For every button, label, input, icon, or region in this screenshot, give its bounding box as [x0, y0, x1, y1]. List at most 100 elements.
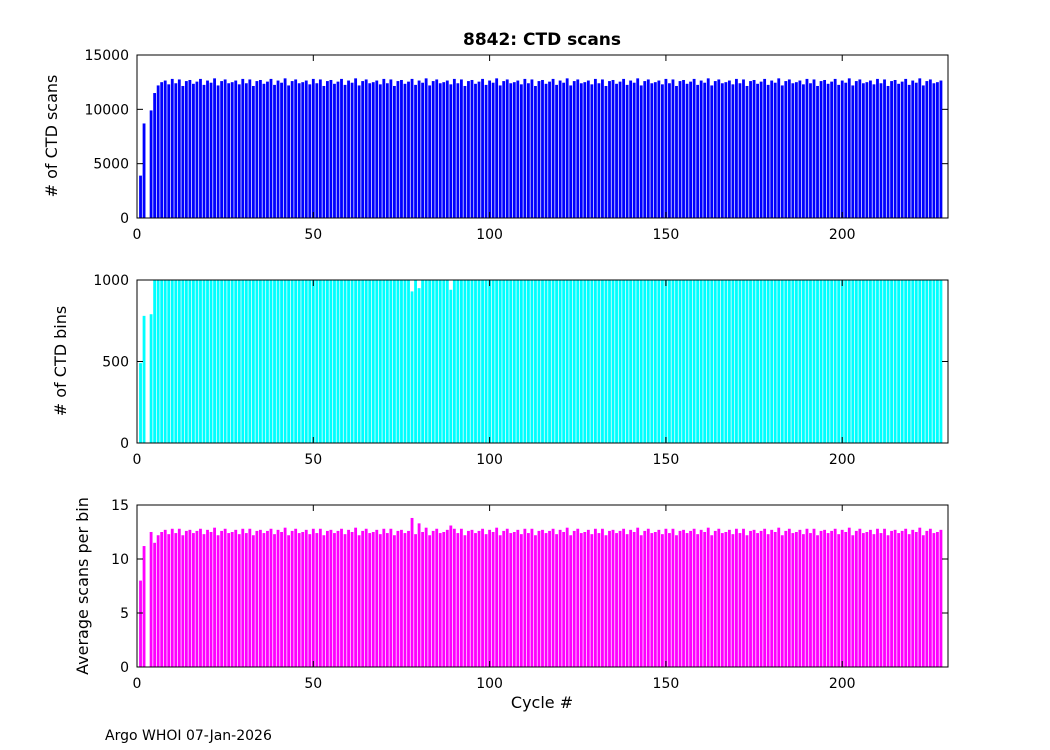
bar	[463, 85, 467, 218]
bar	[389, 528, 393, 667]
bar	[809, 533, 812, 667]
bar	[153, 542, 157, 667]
bar	[593, 78, 597, 218]
bar	[209, 280, 213, 443]
bar	[837, 280, 841, 443]
bar	[562, 280, 566, 443]
bar	[742, 79, 745, 218]
bar	[629, 529, 633, 667]
bar	[354, 280, 358, 443]
bar	[502, 81, 506, 218]
bar	[375, 80, 379, 218]
bar	[396, 280, 400, 443]
bar	[262, 83, 266, 218]
bar	[636, 527, 640, 667]
bar	[876, 280, 879, 443]
bar	[678, 280, 682, 443]
bar	[593, 528, 597, 667]
bar	[897, 280, 901, 443]
bar	[618, 530, 622, 667]
bar	[516, 529, 520, 667]
bar	[879, 83, 883, 218]
bar	[780, 535, 784, 667]
bar	[601, 528, 604, 667]
footer-annotation: Argo WHOI 07-Jan-2026	[105, 728, 272, 744]
bar	[400, 529, 403, 667]
bar	[266, 280, 269, 443]
bar	[749, 530, 752, 667]
bar	[780, 85, 784, 219]
bar	[675, 85, 678, 218]
bar	[534, 535, 537, 667]
bar	[519, 84, 523, 218]
bar	[921, 85, 925, 219]
bar	[481, 280, 484, 443]
bar	[604, 85, 608, 218]
bar	[777, 78, 781, 218]
bar	[188, 280, 192, 443]
bar	[816, 280, 819, 443]
bar	[664, 528, 668, 667]
bar	[255, 280, 259, 443]
bar	[371, 532, 375, 667]
bar	[463, 280, 467, 443]
bar	[523, 280, 527, 443]
bar	[392, 280, 396, 443]
bar	[604, 535, 608, 667]
bar	[428, 85, 432, 219]
bar	[819, 530, 823, 667]
x-tick-label: 100	[476, 676, 503, 692]
bar	[280, 82, 283, 219]
bar	[900, 81, 904, 219]
average-scans-ylabel: Average scans per bin	[73, 497, 92, 675]
bar	[837, 84, 841, 218]
y-tick-label: 5000	[93, 157, 129, 173]
bar	[798, 80, 802, 218]
bar	[710, 280, 714, 443]
bar	[802, 280, 805, 443]
bar	[710, 535, 714, 667]
bar	[456, 533, 460, 667]
bar	[223, 79, 227, 218]
bar	[202, 84, 206, 218]
bar	[259, 280, 262, 443]
bar	[495, 527, 499, 667]
bar	[823, 280, 826, 443]
bar	[385, 83, 389, 218]
bar	[696, 534, 700, 667]
y-tick-label: 10	[111, 552, 129, 568]
bar	[925, 530, 929, 667]
bar	[248, 528, 252, 667]
bar	[311, 528, 315, 667]
bar	[241, 78, 245, 218]
bar	[234, 529, 238, 667]
bar	[618, 280, 622, 443]
bar	[572, 530, 576, 667]
bar	[266, 81, 269, 219]
bar	[904, 280, 908, 443]
bar	[643, 530, 647, 667]
ctd-bins-bars	[139, 280, 943, 443]
bar	[407, 530, 410, 667]
bar	[519, 280, 523, 443]
bar	[438, 280, 442, 443]
bar	[886, 535, 890, 667]
bar	[752, 79, 756, 219]
bar	[301, 280, 305, 443]
bar	[692, 528, 696, 667]
bar	[199, 78, 202, 218]
bar	[773, 532, 777, 667]
bar	[269, 528, 273, 667]
bar	[675, 535, 678, 667]
bar	[671, 528, 675, 667]
bar	[470, 529, 474, 667]
bar	[354, 527, 358, 667]
bar	[502, 280, 506, 443]
bar	[304, 80, 308, 218]
bar	[805, 78, 809, 218]
bar	[378, 280, 382, 443]
bar	[720, 533, 724, 667]
bar	[847, 280, 851, 443]
bar	[195, 280, 199, 443]
bar	[869, 80, 872, 218]
